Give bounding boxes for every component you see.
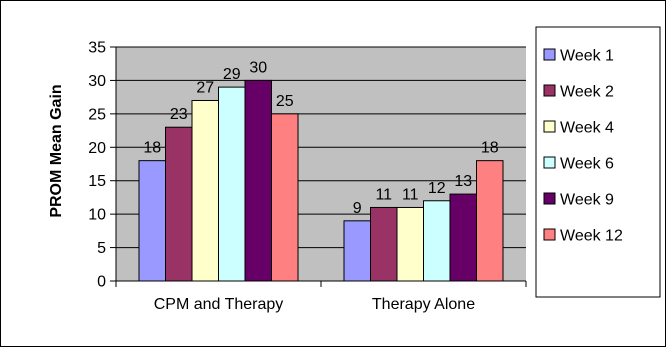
legend-swatch [543,120,556,133]
legend-label: Week 12 [560,228,623,245]
bar [476,160,504,282]
bar [218,86,246,282]
axes: 0 5 10 15 20 25 30 35 CPM and Therapy Therapy Alo… [88,40,527,313]
data-label: 29 [223,66,241,83]
bar [423,200,451,282]
data-label: 27 [196,79,214,96]
legend-label: Week 6 [560,156,614,173]
y-tick-label: 20 [88,140,106,157]
data-label: 30 [249,59,267,76]
legend-swatch [543,48,556,61]
bar [370,206,398,282]
legend-label: Week 2 [560,84,614,101]
legend-label: Week 4 [560,120,614,137]
y-tick-label: 0 [97,274,106,291]
legend-label: Week 9 [560,192,614,209]
y-tick-label: 10 [88,207,106,224]
y-tick-label: 5 [97,240,106,257]
y-tick-label: 35 [88,40,106,57]
legend: Week 1 Week 2 Week 4 Week 6 Week 9 Week 12 [535,26,661,298]
legend-box [535,26,661,298]
bar [343,220,371,282]
legend-swatch [543,84,556,97]
bar [396,206,424,282]
data-label: 25 [276,93,294,110]
data-label: 18 [481,140,499,157]
data-label: 9 [353,200,362,217]
x-tick-label: Therapy Alone [372,296,475,313]
data-label: 23 [170,106,188,123]
bar [165,126,193,282]
legend-swatch [543,192,556,205]
y-axis-label: PROM Mean Gain [48,84,65,217]
legend-swatch [543,156,556,169]
bar [244,79,272,282]
y-tick-label: 15 [88,173,106,190]
data-label: 12 [428,180,446,197]
legend-label: Week 1 [560,48,614,65]
x-tick-label: CPM and Therapy [154,296,284,313]
bar [138,160,166,282]
y-tick-label: 30 [88,73,106,90]
data-label: 13 [454,173,472,190]
bar [271,113,299,282]
legend-swatch [543,228,556,241]
bar [191,99,219,282]
y-tick-label: 25 [88,106,106,123]
data-labels: 18 23 27 29 30 25 9 11 11 12 13 18 [143,59,498,216]
data-label: 11 [375,186,392,203]
bar [449,193,477,282]
data-label: 18 [143,140,161,157]
data-label: 11 [402,186,419,203]
